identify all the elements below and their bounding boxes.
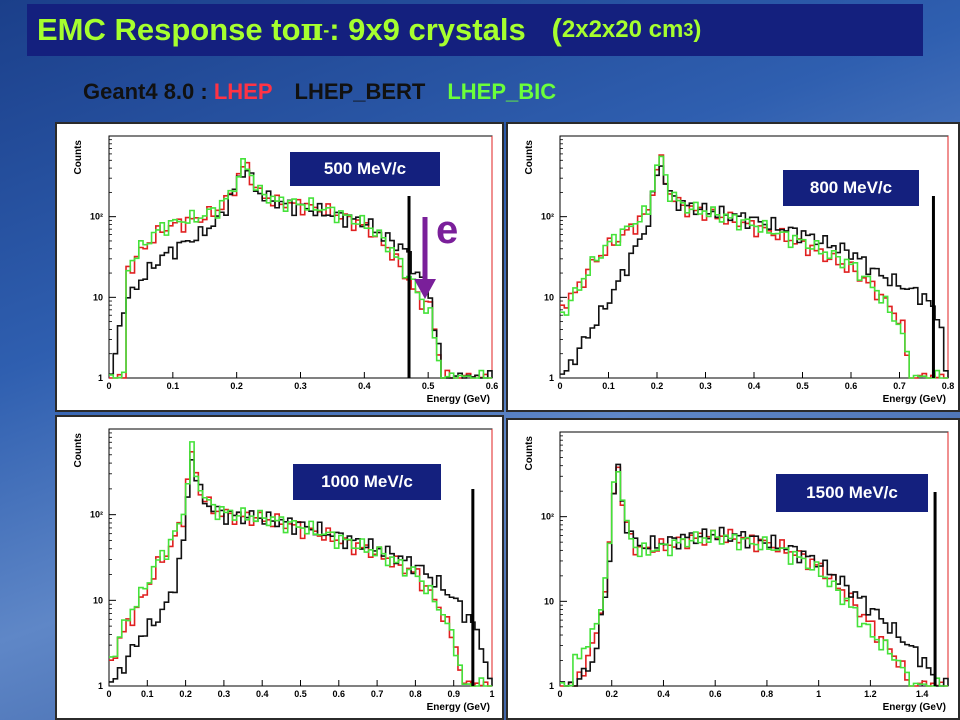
y-tick-label: 10² [90, 212, 103, 222]
series-line-lhep [560, 154, 948, 379]
title-rest: : 9x9 crystals ( [329, 12, 562, 47]
y-axis-title: Counts [524, 436, 535, 471]
y-tick-label: 1 [98, 681, 103, 691]
x-tick-label: 0.6 [486, 381, 499, 391]
series-line-lhep-bic [109, 441, 492, 687]
electron-annotation: e [436, 208, 459, 252]
x-tick-label: 0.2 [179, 689, 192, 699]
title-sup: - [323, 19, 330, 40]
x-tick-label: 0.7 [371, 689, 384, 699]
x-tick-label: 0.6 [709, 689, 722, 699]
momentum-label-800: 800 MeV/c [783, 170, 919, 206]
x-tick-label: 0 [557, 689, 562, 699]
momentum-label-1500: 1500 MeV/c [776, 474, 928, 512]
x-tick-label: 0.4 [256, 689, 269, 699]
series-line-lhep-bic [560, 471, 948, 687]
chart-svg: 0 0.1 0.2 0.3 0.4 0.5 0.6 0.7 0.8 0.9 1 1 10 10² Energ… [73, 428, 495, 713]
x-tick-label: 0.2 [651, 381, 664, 391]
x-tick-label: 1.4 [916, 689, 929, 699]
slide-title: EMC Response to π - : 9x9 crystals ( 2x2… [27, 4, 923, 56]
y-axis-title: Counts [73, 140, 84, 175]
x-tick-label: 0 [557, 381, 562, 391]
chart-panel-1500: 0 0.2 0.4 0.6 0.8 1 1.2 1.4 1 10 10² Energy (GeV) Co… [506, 418, 960, 720]
x-tick-label: 0.3 [218, 689, 231, 699]
x-tick-label: 1 [489, 689, 494, 699]
x-tick-label: 0.1 [167, 381, 180, 391]
y-tick-label: 1 [98, 373, 103, 383]
y-tick-label: 10 [93, 292, 103, 302]
title-sup3: 3 [683, 19, 694, 40]
y-tick-label: 10² [90, 510, 103, 520]
x-tick-label: 0.3 [294, 381, 307, 391]
plot-frame [559, 431, 949, 687]
title-pi: π [300, 12, 324, 48]
y-axis-title: Counts [524, 140, 535, 175]
y-tick-label: 10 [93, 595, 103, 605]
model-name-lhep: LHEP [213, 79, 273, 104]
y-tick-label: 10² [541, 512, 554, 522]
x-tick-label: 0.4 [358, 381, 371, 391]
momentum-label-500: 500 MeV/c [290, 152, 440, 186]
x-tick-label: 0.8 [409, 689, 422, 699]
x-axis-title: Energy (GeV) [427, 702, 490, 713]
series-line-lhep-bert [560, 463, 949, 687]
series-line-lhep-bic [109, 157, 492, 379]
momentum-label-1000: 1000 MeV/c [293, 464, 441, 500]
x-tick-label: 0.1 [141, 689, 154, 699]
y-axis-title: Counts [73, 433, 84, 468]
x-tick-label: 0.2 [230, 381, 243, 391]
chart-svg: 0 0.1 0.2 0.3 0.4 0.5 0.6 0.7 0.8 1 10 10² Energy (G… [524, 135, 955, 405]
x-axis-title: Energy (GeV) [883, 702, 946, 713]
x-tick-label: 0 [106, 381, 111, 391]
electron-arrow [414, 217, 436, 299]
model-list: LHEP LHEP_BERT LHEP_BIC [214, 79, 578, 105]
title-small: 2x2x20 cm [561, 16, 684, 43]
x-axis-title: Energy (GeV) [883, 394, 946, 405]
y-tick-label: 1 [549, 373, 554, 383]
chart-panel-800: 0 0.1 0.2 0.3 0.4 0.5 0.6 0.7 0.8 1 10 10² Energy (G… [506, 122, 960, 412]
model-name-lhep-bert: LHEP_BERT [294, 79, 426, 104]
x-axis-title: Energy (GeV) [427, 394, 490, 405]
x-tick-label: 0.5 [294, 689, 307, 699]
series-line-lhep-bert [560, 165, 949, 378]
x-tick-label: 0.6 [845, 381, 858, 391]
x-tick-label: 0.8 [942, 381, 955, 391]
x-tick-label: 0.9 [447, 689, 460, 699]
y-tick-label: 1 [549, 681, 554, 691]
y-tick-label: 10 [544, 292, 554, 302]
model-name-lhep-bic: LHEP_BIC [447, 79, 557, 104]
chart-svg: 0 0.2 0.4 0.6 0.8 1 1.2 1.4 1 10 10² Energy (GeV) Co… [524, 431, 949, 713]
x-tick-label: 0.4 [657, 689, 670, 699]
chart-panel-1000: 0 0.1 0.2 0.3 0.4 0.5 0.6 0.7 0.8 0.9 1 1 10 10² Energ… [55, 415, 504, 720]
title-close: ) [693, 16, 702, 43]
y-tick-label: 10 [544, 596, 554, 606]
x-tick-label: 0.8 [761, 689, 774, 699]
title-main: EMC Response to [37, 12, 301, 47]
x-tick-label: 0.2 [605, 689, 618, 699]
series-line-lhep-bert [109, 459, 493, 686]
y-tick-label: 10² [541, 212, 554, 222]
x-tick-label: 0.6 [333, 689, 346, 699]
x-tick-label: 1 [816, 689, 821, 699]
x-tick-label: 0.4 [748, 381, 761, 391]
x-tick-label: 1.2 [864, 689, 877, 699]
subtitle-prefix: Geant4 8.0 : [83, 79, 214, 104]
x-tick-label: 0.7 [893, 381, 906, 391]
x-tick-label: 0.3 [699, 381, 712, 391]
x-tick-label: 0.5 [796, 381, 809, 391]
x-tick-label: 0.1 [602, 381, 615, 391]
model-legend: Geant4 8.0 : LHEP LHEP_BERT LHEP_BIC [83, 76, 578, 108]
x-tick-label: 0 [106, 689, 111, 699]
series-line-lhep-bic [560, 155, 948, 379]
x-tick-label: 0.5 [422, 381, 435, 391]
